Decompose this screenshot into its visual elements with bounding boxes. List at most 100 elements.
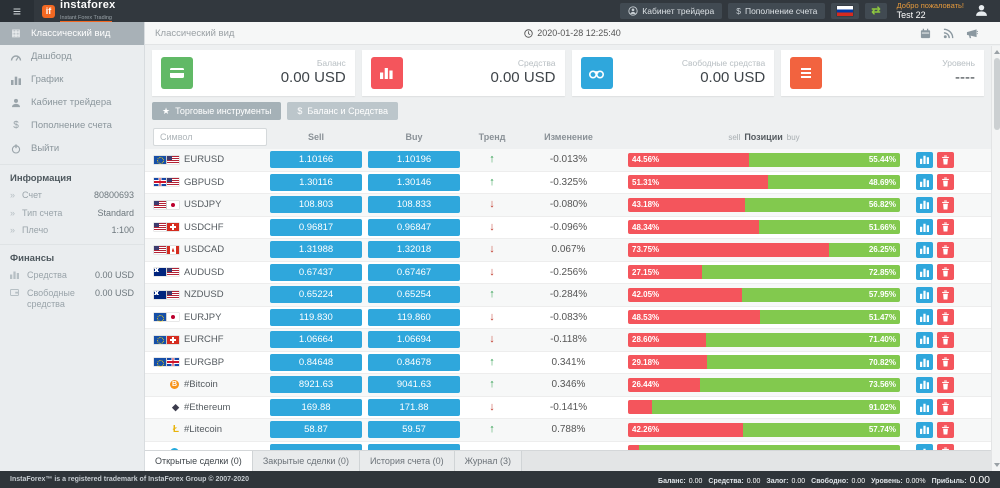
buy-button[interactable]: 171.88 [368, 398, 460, 416]
delete-button[interactable] [937, 309, 954, 326]
sell-button[interactable]: 169.88 [270, 398, 362, 416]
chart-button[interactable] [916, 399, 933, 416]
buy-button[interactable]: 0.96847 [368, 218, 460, 236]
trading-instruments-button[interactable]: ★ Торговые инструменты [152, 102, 282, 120]
chart-button[interactable] [916, 196, 933, 213]
scrollbar-thumb[interactable] [993, 58, 1000, 130]
buy-button[interactable]: 108.833 [368, 196, 460, 214]
delete-button[interactable] [937, 376, 954, 393]
sell-button[interactable]: 8921.63 [270, 376, 362, 394]
instaforex-logo[interactable]: if instaforex Instant Forex Trading [34, 0, 116, 23]
chart-button[interactable] [916, 241, 933, 258]
sell-button[interactable]: 58.87 [270, 421, 362, 439]
chart-button[interactable] [916, 331, 933, 348]
delete-button[interactable] [937, 286, 954, 303]
delete-button[interactable] [937, 444, 954, 450]
trend-arrow-icon: ↑ [489, 355, 495, 368]
list-icon [790, 57, 823, 89]
buy-button[interactable]: 1.30146 [368, 173, 460, 191]
user-avatar-icon[interactable] [970, 2, 992, 20]
sell-button[interactable]: 1.31988 [270, 241, 362, 259]
sell-button[interactable]: 0.96817 [270, 218, 362, 236]
chart-button[interactable] [916, 309, 933, 326]
buy-button[interactable]: 0.65254 [368, 286, 460, 304]
sidebar-item-trader-cabinet[interactable]: Кабинет трейдера [0, 91, 144, 114]
sell-button[interactable]: 108.803 [270, 196, 362, 214]
buy-button[interactable]: 1.10196 [368, 151, 460, 169]
crypto-icon [170, 447, 179, 450]
positions-buy-bar: 72.85% [701, 265, 900, 280]
scrollbar-up-icon[interactable] [993, 50, 1000, 54]
tab-closed-deals[interactable]: Закрытые сделки (0) [252, 451, 360, 471]
symbol-search-input[interactable] [153, 128, 267, 146]
tab-journal[interactable]: Журнал (3) [454, 451, 523, 471]
delete-button[interactable] [937, 421, 954, 438]
delete-button[interactable] [937, 241, 954, 258]
scrollbar-down-icon[interactable] [993, 463, 1000, 467]
buy-button[interactable] [368, 443, 460, 450]
buy-button[interactable]: 0.67467 [368, 263, 460, 281]
flag-us-icon [167, 290, 179, 299]
calendar-icon[interactable] [920, 28, 931, 39]
sidebar-item-classic-view[interactable]: ▦ Классический вид [0, 22, 144, 45]
tab-open-deals[interactable]: Открытые сделки (0) [145, 451, 253, 471]
chart-button[interactable] [916, 286, 933, 303]
buy-button[interactable]: 1.32018 [368, 241, 460, 259]
delete-button[interactable] [937, 174, 954, 191]
free-margin-value: 0.00 USD [700, 68, 766, 86]
delete-button[interactable] [937, 196, 954, 213]
delete-button[interactable] [937, 331, 954, 348]
sell-button[interactable]: 0.65224 [270, 286, 362, 304]
sidebar-item-logout[interactable]: Выйти [0, 137, 144, 160]
megaphone-icon[interactable] [966, 28, 978, 39]
positions-bar: 73.75% 26.25% [628, 242, 900, 257]
trademark-text: InstaForex™ is a registered trademark of… [10, 476, 249, 483]
sidebar-item-chart[interactable]: График [0, 68, 144, 91]
chart-button[interactable] [916, 264, 933, 281]
language-flag-button[interactable] [831, 2, 860, 19]
sell-button[interactable]: 0.67437 [270, 263, 362, 281]
delete-button[interactable] [937, 354, 954, 371]
flag-gb-icon [154, 178, 166, 187]
table-row [145, 441, 1000, 450]
chart-button[interactable] [916, 354, 933, 371]
delete-button[interactable] [937, 399, 954, 416]
sell-button[interactable]: 1.10166 [270, 151, 362, 169]
sell-button[interactable]: 1.30116 [270, 173, 362, 191]
delete-button[interactable] [937, 151, 954, 168]
positions-sell-bar: 48.34% [628, 220, 760, 235]
rss-icon[interactable] [943, 28, 954, 39]
buy-button[interactable]: 0.84678 [368, 353, 460, 371]
sell-button[interactable]: 0.84648 [270, 353, 362, 371]
vertical-scrollbar[interactable] [991, 46, 1000, 471]
positions-bar: 44.56% 55.44% [628, 152, 900, 167]
change-value: -0.083% [549, 311, 588, 323]
currency-swap-button[interactable]: ⇄ [865, 2, 887, 19]
chart-button[interactable] [916, 219, 933, 236]
positions-bar: 26.44% 73.56% [628, 377, 900, 392]
sidebar-info-account: » Счет 80800693 [10, 190, 134, 200]
sidebar-info-header: Информация [0, 164, 144, 187]
chart-button[interactable] [916, 376, 933, 393]
sell-button[interactable]: 119.830 [270, 308, 362, 326]
chart-button[interactable] [916, 174, 933, 191]
buy-button[interactable]: 59.57 [368, 421, 460, 439]
delete-button[interactable] [937, 219, 954, 236]
sell-button[interactable]: 1.06664 [270, 331, 362, 349]
chart-button[interactable] [916, 151, 933, 168]
hamburger-menu-icon[interactable]: ≡ [0, 0, 34, 22]
buy-button[interactable]: 119.860 [368, 308, 460, 326]
deposit-button[interactable]: $ Пополнение счета [728, 2, 826, 19]
balance-equity-button[interactable]: $ Баланс и Средства [287, 102, 398, 120]
tab-account-history[interactable]: История счета (0) [359, 451, 455, 471]
delete-button[interactable] [937, 264, 954, 281]
sidebar-item-dashboard[interactable]: Дашборд [0, 45, 144, 68]
chart-button[interactable] [916, 444, 933, 450]
sell-button[interactable] [270, 443, 362, 450]
sidebar-item-deposit[interactable]: $ Пополнение счета [0, 114, 144, 137]
chart-button[interactable] [916, 421, 933, 438]
buy-button[interactable]: 1.06694 [368, 331, 460, 349]
symbol-flags: Ł [153, 424, 179, 435]
trader-cabinet-button[interactable]: Кабинет трейдера [620, 2, 723, 19]
buy-button[interactable]: 9041.63 [368, 376, 460, 394]
